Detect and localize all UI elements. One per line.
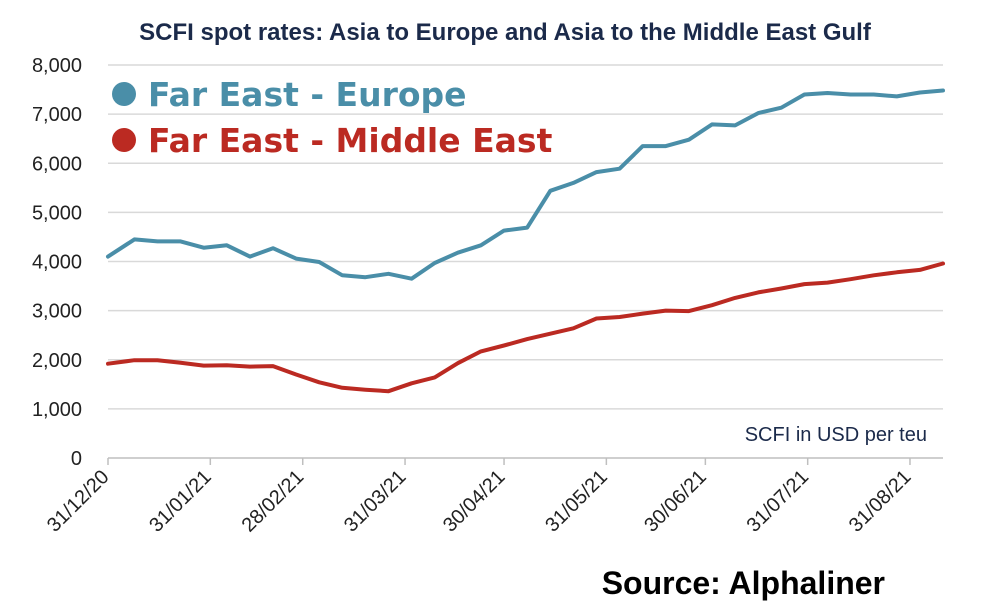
y-tick-label: 1,000 (32, 399, 82, 421)
y-tick-label: 0 (71, 448, 82, 470)
x-tick-label: 31/03/21 (340, 466, 411, 537)
legend-marker-far-east-europe (112, 82, 136, 106)
unit-note: SCFI in USD per teu (745, 424, 927, 446)
y-tick-label: 8,000 (32, 55, 82, 77)
x-tick-label: 28/02/21 (238, 466, 309, 537)
legend-marker-far-east-middle-east (112, 128, 136, 152)
x-tick-label: 31/05/21 (541, 466, 612, 537)
series-lines (106, 88, 945, 394)
x-tick-label: 31/08/21 (845, 466, 916, 537)
gridlines (108, 64, 943, 410)
series-line-far-east-middle-east (106, 261, 945, 394)
y-axis-ticks: 0 1,000 2,000 3,000 4,000 5,000 6,000 7,000 8,00… (32, 55, 82, 470)
legend-label-far-east-europe: Far East - Europe (148, 75, 467, 114)
source-label: Source: Alphaliner (602, 565, 885, 601)
y-tick-label: 4,000 (32, 252, 82, 274)
legend-label-far-east-middle-east: Far East - Middle East (148, 121, 553, 160)
x-tick-label: 30/06/21 (640, 466, 711, 537)
y-tick-label: 6,000 (32, 153, 82, 175)
series-line-far-east-europe (106, 88, 945, 281)
x-axis-ticks: 31/12/20 31/01/21 28/02/21 31/03/21 30/04/21… (43, 458, 916, 537)
y-tick-label: 7,000 (32, 104, 82, 126)
x-tick-label: 31/07/21 (743, 466, 814, 537)
chart-title: SCFI spot rates: Asia to Europe and Asia… (139, 19, 872, 46)
y-tick-label: 2,000 (32, 350, 82, 372)
y-tick-label: 5,000 (32, 202, 82, 224)
y-tick-label: 3,000 (32, 301, 82, 323)
legend: Far East - Europe Far East - Middle East (112, 75, 553, 160)
x-tick-label: 30/04/21 (439, 466, 510, 537)
x-tick-label: 31/01/21 (145, 466, 216, 537)
x-tick-label: 31/12/20 (43, 466, 114, 537)
